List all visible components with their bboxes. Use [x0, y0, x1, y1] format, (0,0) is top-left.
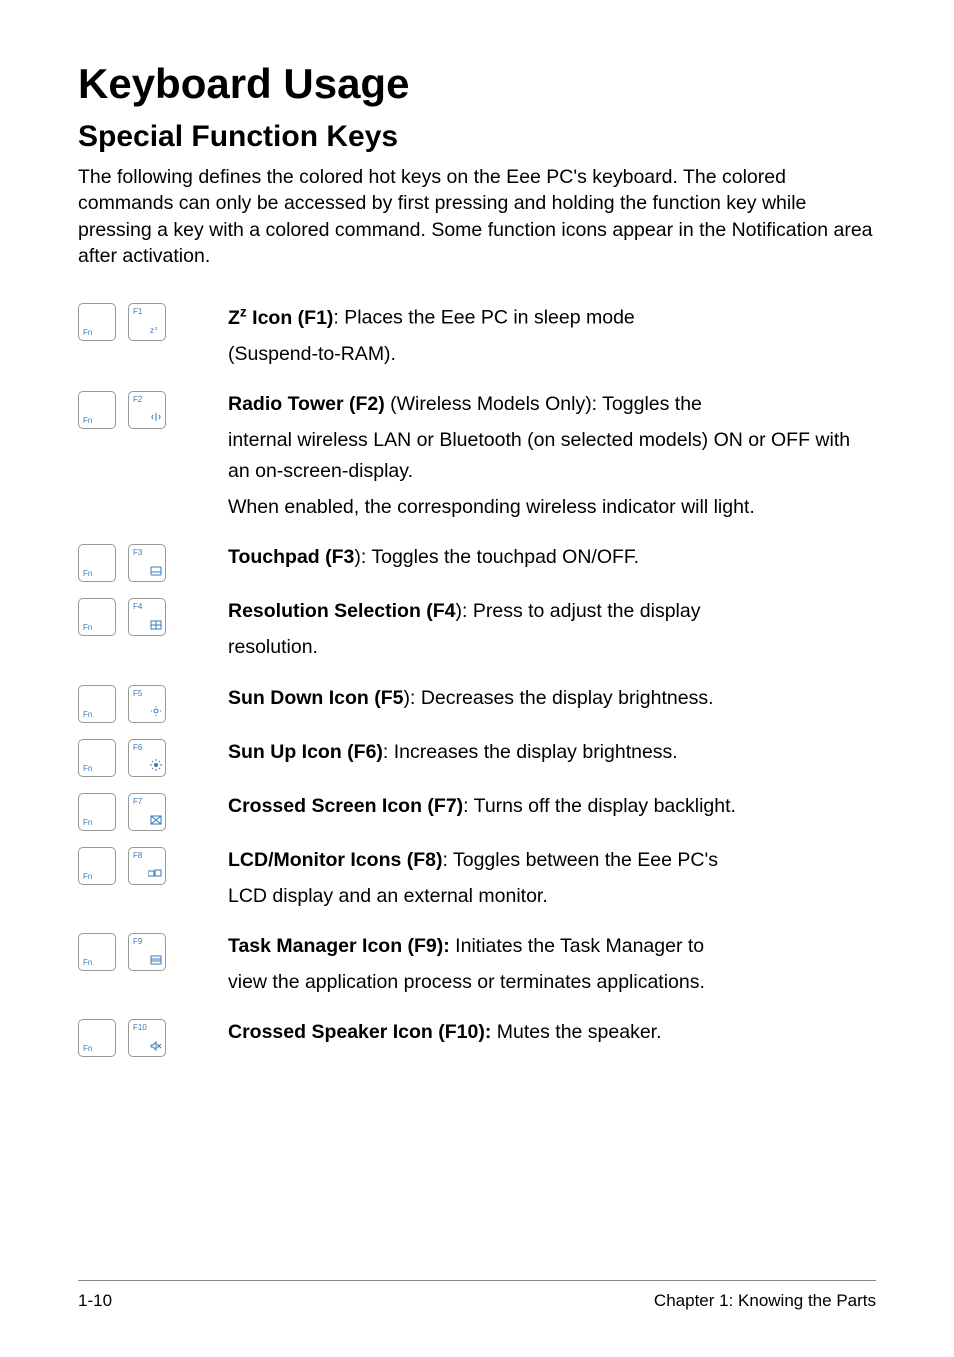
- intro-paragraph: The following defines the colored hot ke…: [78, 164, 876, 269]
- fn-keycap: Fn: [78, 847, 116, 885]
- function-key-row: Fn F7 Crossed Screen Icon (F7): Turns off …: [78, 791, 876, 831]
- resolution-icon: [150, 620, 162, 632]
- key-description: Touchpad (F3): Toggles the touchpad ON/O…: [228, 542, 876, 578]
- f3-keycap: F3: [128, 544, 166, 582]
- key-description: Task Manager Icon (F9): Initiates the Ta…: [228, 931, 876, 1003]
- f1-keycap: F1zz: [128, 303, 166, 341]
- keycap-group: Fn F6: [78, 737, 228, 777]
- fn-keycap: Fn: [78, 598, 116, 636]
- keycap-group: Fn F8/: [78, 845, 228, 885]
- function-key-row: Fn F10 Crossed Speaker Icon (F10): Mutes t…: [78, 1017, 876, 1057]
- function-key-row: Fn F9 Task Manager Icon (F9): Initiates th…: [78, 931, 876, 1003]
- desc-label: Radio Tower (F2): [228, 393, 385, 415]
- f10-keycap: F10: [128, 1019, 166, 1057]
- desc-label: Zz Icon (F1): [228, 307, 333, 329]
- function-key-row: Fn F6 Sun Up Icon (F6): Increases the disp…: [78, 737, 876, 777]
- lcd-monitor-icon: /: [148, 869, 162, 881]
- desc-label: Crossed Speaker Icon (F10):: [228, 1021, 491, 1043]
- function-key-row: Fn F4 Resolution Selection (F4): Press to …: [78, 596, 876, 668]
- key-description: Resolution Selection (F4): Press to adju…: [228, 596, 876, 668]
- touchpad-icon: [150, 566, 162, 578]
- function-key-list: Fn F1zz Zz Icon (F1): Places the Eee PC in…: [78, 301, 876, 1057]
- function-key-row: Fn F2 Radio Tower (F2) (Wireless Models On…: [78, 389, 876, 528]
- keycap-group: Fn F7: [78, 791, 228, 831]
- key-description: Radio Tower (F2) (Wireless Models Only):…: [228, 389, 876, 528]
- keycap-group: Fn F5: [78, 683, 228, 723]
- mute-icon: [150, 1041, 162, 1053]
- keycap-group: Fn F2: [78, 389, 228, 429]
- footer-page-number: 1-10: [78, 1291, 112, 1311]
- desc-label: Crossed Screen Icon (F7): [228, 795, 463, 817]
- zz-icon: zz: [150, 325, 162, 337]
- keycap-group: Fn F9: [78, 931, 228, 971]
- footer-chapter: Chapter 1: Knowing the Parts: [654, 1291, 876, 1311]
- function-key-row: Fn F5 Sun Down Icon (F5): Decreases the di…: [78, 683, 876, 723]
- function-key-row: Fn F8/LCD/Monitor Icons (F8): Toggles bet…: [78, 845, 876, 917]
- fn-keycap: Fn: [78, 685, 116, 723]
- keycap-group: Fn F1zz: [78, 301, 228, 341]
- desc-label: Sun Up Icon (F6): [228, 741, 383, 763]
- fn-keycap: Fn: [78, 1019, 116, 1057]
- keycap-group: Fn F10: [78, 1017, 228, 1057]
- f5-keycap: F5: [128, 685, 166, 723]
- f2-keycap: F2: [128, 391, 166, 429]
- function-key-row: Fn F3 Touchpad (F3): Toggles the touchpad …: [78, 542, 876, 582]
- f9-keycap: F9: [128, 933, 166, 971]
- section-title: Special Function Keys: [78, 120, 876, 154]
- f6-keycap: F6: [128, 739, 166, 777]
- key-description: Sun Up Icon (F6): Increases the display …: [228, 737, 876, 773]
- fn-keycap: Fn: [78, 933, 116, 971]
- f7-keycap: F7: [128, 793, 166, 831]
- f8-keycap: F8/: [128, 847, 166, 885]
- function-key-row: Fn F1zz Zz Icon (F1): Places the Eee PC in…: [78, 301, 876, 375]
- desc-label: Task Manager Icon (F9):: [228, 935, 450, 957]
- page-footer: 1-10 Chapter 1: Knowing the Parts: [78, 1280, 876, 1311]
- fn-keycap: Fn: [78, 391, 116, 429]
- key-description: Crossed Speaker Icon (F10): Mutes the sp…: [228, 1017, 876, 1053]
- key-description: Crossed Screen Icon (F7): Turns off the …: [228, 791, 876, 827]
- sunup-icon: [150, 759, 162, 773]
- crossed-screen-icon: [150, 815, 162, 827]
- key-description: Sun Down Icon (F5): Decreases the displa…: [228, 683, 876, 719]
- svg-text:z: z: [155, 326, 158, 332]
- key-description: Zz Icon (F1): Places the Eee PC in sleep…: [228, 301, 876, 375]
- svg-text:z: z: [150, 326, 154, 335]
- desc-label: Touchpad (F3: [228, 546, 354, 568]
- keycap-group: Fn F3: [78, 542, 228, 582]
- fn-keycap: Fn: [78, 793, 116, 831]
- fn-keycap: Fn: [78, 739, 116, 777]
- desc-label: Sun Down Icon (F5: [228, 687, 404, 709]
- tower-icon: [150, 411, 162, 425]
- key-description: LCD/Monitor Icons (F8): Toggles between …: [228, 845, 876, 917]
- desc-label: LCD/Monitor Icons (F8): [228, 849, 442, 871]
- f4-keycap: F4: [128, 598, 166, 636]
- fn-keycap: Fn: [78, 544, 116, 582]
- sundown-icon: [150, 705, 162, 719]
- keycap-group: Fn F4: [78, 596, 228, 636]
- page-title: Keyboard Usage: [78, 60, 876, 108]
- desc-label: Resolution Selection (F4: [228, 600, 456, 622]
- task-manager-icon: [150, 955, 162, 967]
- fn-keycap: Fn: [78, 303, 116, 341]
